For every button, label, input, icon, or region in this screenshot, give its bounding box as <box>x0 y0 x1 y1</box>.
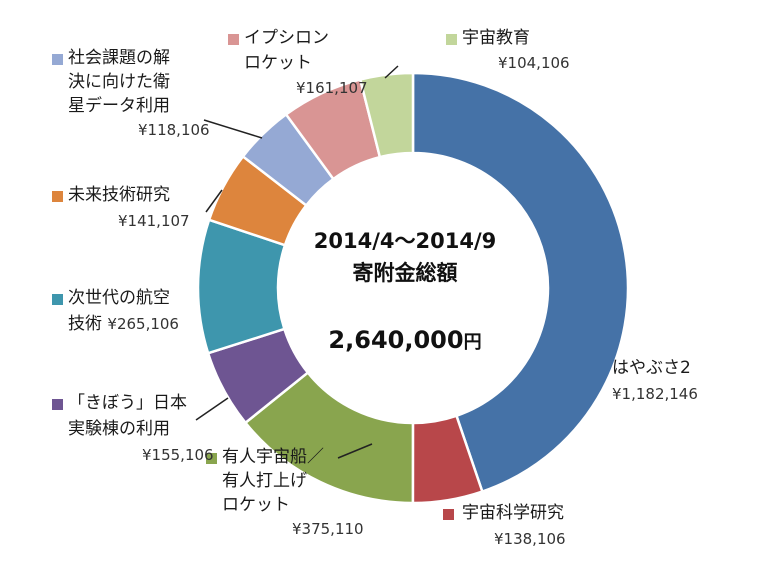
legend-swatch-shakai <box>52 54 63 65</box>
legend-swatch-kyoiku <box>446 34 457 45</box>
center-amount: 2,640,000円 <box>328 326 481 354</box>
label-text-shakai-1: 決に向けた衛 <box>68 72 170 92</box>
center-amount-unit: 円 <box>464 332 482 353</box>
value-label-mirai: ¥141,107 <box>118 212 190 230</box>
legend-swatch-yujin <box>206 453 217 464</box>
label-text-shakai-0: 社会課題の解 <box>68 48 170 68</box>
label-text-kibo-0: 「きぼう」日本 <box>68 393 187 413</box>
label-text-shakai-2: 星データ利用 <box>68 95 170 116</box>
label-text-kyoiku-0: 宇宙教育 <box>462 28 530 48</box>
label-text-kibo-1: 実験棟の利用 <box>68 419 170 439</box>
label-text-mirai-0: 未来技術研究 <box>68 185 170 205</box>
legend-swatch-jisedai <box>52 294 63 305</box>
slice-hayabusa2 <box>411 71 630 494</box>
label-kyoiku: 宇宙教育 ¥104,106 <box>446 28 570 72</box>
label-text-part: 技術 <box>68 314 107 334</box>
label-text-yujin-1: 有人打上げ <box>222 471 307 491</box>
legend-swatch-mirai <box>52 191 63 202</box>
leader-line-kibo <box>195 397 229 421</box>
label-uchu-kagaku: 宇宙科学研究 ¥138,106 <box>443 503 566 548</box>
leader-line-shakai <box>203 119 263 139</box>
center-label: 2014/4～2014/9 寄附金総額 2,640,000円 <box>314 229 496 354</box>
label-text-jisedai-0: 次世代の航空 <box>68 288 170 308</box>
label-text-uchu-kagaku-0: 宇宙科学研究 <box>462 503 564 523</box>
legend-swatch-kibo <box>52 399 63 410</box>
leader-line-kyoiku <box>384 65 399 79</box>
leader-line-mirai <box>205 189 223 213</box>
value-label-hayabusa2: ¥1,182,146 <box>612 385 698 403</box>
label-text-yujin-2: ロケット <box>222 495 290 515</box>
center-period: 2014/4～2014/9 <box>314 229 496 253</box>
value-label-yujin: ¥375,110 <box>292 520 364 538</box>
value-label-kyoiku: ¥104,106 <box>498 54 570 72</box>
center-amount-number: 2,640,000 <box>328 326 463 354</box>
label-text-epsilon-1: ロケット <box>244 53 312 73</box>
legend-swatch-epsilon <box>228 34 239 45</box>
value-label-jisedai: ¥265,106 <box>107 315 179 333</box>
label-text-epsilon-0: イプシロン <box>244 28 329 48</box>
legend-swatch-uchu-kagaku <box>443 509 454 520</box>
slice-kyoiku <box>358 71 415 159</box>
slices-layer <box>196 71 630 505</box>
label-text-jisedai-1: 技術 ¥265,106 <box>68 314 179 334</box>
labels-layer: はやぶさ2 ¥1,182,146 宇宙科学研究 ¥138,106 有人宇宙船／ 有人打上げ… <box>52 28 698 548</box>
leader-lines <box>195 65 399 459</box>
value-label-kibo: ¥155,106 <box>142 446 214 464</box>
label-text-hayabusa2-0: はやぶさ2 <box>612 358 691 378</box>
label-hayabusa2: はやぶさ2 ¥1,182,146 <box>612 358 698 403</box>
value-label-shakai: ¥118,106 <box>138 121 210 139</box>
label-mirai: 未来技術研究 ¥141,107 <box>52 185 190 230</box>
value-label-uchu-kagaku: ¥138,106 <box>494 530 566 548</box>
value-label-epsilon: ¥161,107 <box>296 79 368 97</box>
center-caption: 寄附金総額 <box>353 261 458 285</box>
leader-line-yujin <box>337 443 373 459</box>
label-text-yujin-0: 有人宇宙船／ <box>222 447 324 467</box>
